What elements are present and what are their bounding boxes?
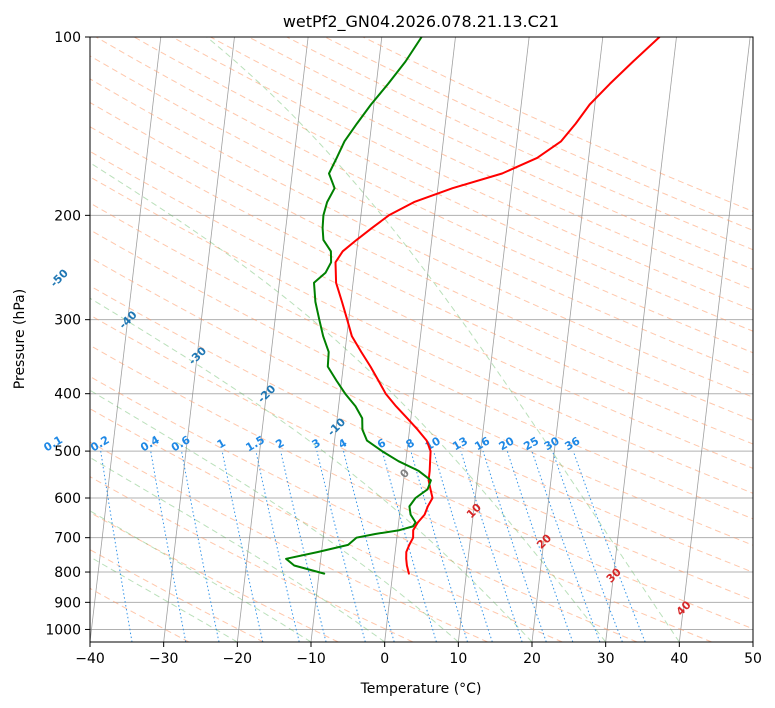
moist-adiabat-line [90,556,238,642]
x-tick-label: −30 [149,651,179,667]
moist-adiabat-line [90,162,607,642]
mixing-ratio-line [381,450,437,642]
mixing-ratio-line [506,450,574,642]
dry-adiabat-line [90,408,563,642]
x-axis-title: Temperature (°C) [360,681,482,697]
y-axis-title: Pressure (hPa) [12,289,28,389]
moist-adiabat-line [90,297,533,642]
mixing-ratio-line [343,450,395,642]
y-tick-label: 100 [54,30,81,46]
dewpoint-profile-line [285,37,432,575]
dry-adiabat-line [248,37,753,270]
y-axis-ticks: 100 200 300 400 500 600 700 800 900 1000 [45,30,90,638]
x-tick-label: 50 [744,651,762,667]
moist-adiabat-line [90,389,459,642]
y-tick-label: 800 [54,565,81,581]
mixing-ratio-line [255,450,300,642]
y-tick-label: 400 [54,387,81,403]
moist-adiabat-line [90,456,385,642]
dry-adiabat-line [90,441,488,642]
mixing-ratio-line [280,450,327,642]
y-tick-label: 300 [54,313,81,329]
isotherm-line [163,37,235,642]
x-tick-label: 40 [670,651,688,667]
mixing-ratio-line [221,450,264,642]
profile-lines [285,37,661,575]
mixing-ratio-line [572,450,646,642]
isotherm-line [531,37,604,642]
temperature-profile-line [334,37,661,575]
isotherm-line [236,37,309,642]
dry-adiabat-line [90,229,753,546]
dry-adiabat-line [90,78,753,398]
x-tick-label: 0 [380,651,389,667]
isotherm-line [310,37,383,642]
background-lines [90,37,753,642]
dry-adiabat-line [210,37,753,291]
y-tick-label: 500 [54,444,81,460]
x-tick-label: −40 [75,651,105,667]
plot-background [90,37,753,642]
dry-adiabat-line [90,511,339,642]
isotherm-line [90,37,162,642]
moist-adiabat-line [90,510,312,642]
dry-adiabat-line [286,37,753,251]
x-tick-label: 30 [597,651,615,667]
mixing-ratio-line [531,450,601,642]
x-tick-label: −10 [296,651,326,667]
chart-title: wetPf2_GN04.2026.078.21.13.C21 [283,12,559,32]
dry-adiabat-line [90,101,753,421]
y-tick-label: 700 [54,531,81,547]
dry-adiabat-line [133,37,753,332]
isotherm-line [457,37,530,642]
y-tick-label: 200 [54,208,81,224]
dry-adiabat-line [172,37,753,311]
y-tick-label: 600 [54,491,81,507]
dry-adiabat-line [90,285,753,601]
dry-adiabat-line [90,55,753,376]
mixing-ratio-line [433,450,493,642]
x-tick-label: 10 [449,651,467,667]
mixing-ratio-line [552,450,623,642]
mixing-ratio-line [460,450,523,642]
dry-adiabat-line [95,37,753,354]
x-axis-ticks: −40 −30 −20 −10 0 10 20 30 40 50 [75,642,762,667]
mixing-ratio-line [410,450,468,642]
y-tick-label: 1000 [45,622,81,638]
moist-adiabat-line [206,37,680,642]
x-tick-label: 20 [523,651,541,667]
x-tick-label: −20 [223,651,253,667]
mixing-ratio-line [482,450,547,642]
mixing-ratio-line [181,451,220,642]
isotherm-line [678,37,751,642]
isotherm-line [605,37,677,642]
isotherm-line [384,37,456,642]
y-tick-label: 900 [54,595,81,611]
mixing-ratio-line [316,450,366,642]
dry-adiabat-line [90,126,753,445]
dry-adiabat-line [90,314,753,630]
plot-frame [89,36,754,643]
dry-adiabat-line [324,37,753,231]
dry-adiabat-line [362,37,753,212]
